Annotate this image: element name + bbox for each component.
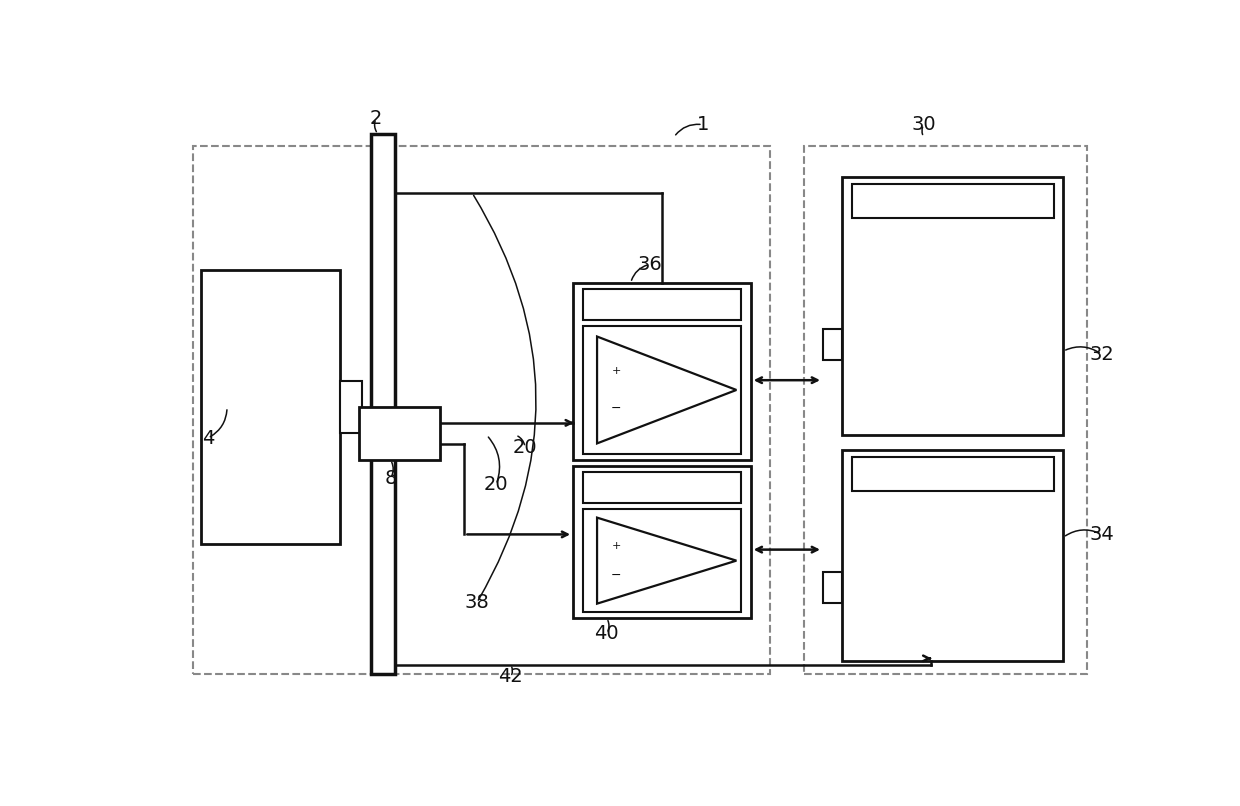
Bar [358,407,440,459]
Bar [341,380,362,434]
Bar [583,472,742,503]
Bar [804,147,1087,674]
Bar [201,271,341,543]
Text: 20: 20 [512,438,537,457]
Bar [583,289,742,320]
Text: 38: 38 [465,593,490,612]
Bar [852,457,1054,491]
Text: 32: 32 [1089,345,1114,364]
Text: 36: 36 [637,255,662,274]
Bar [842,451,1063,662]
Text: 8: 8 [384,469,397,488]
Bar [583,509,742,612]
Text: 20: 20 [484,475,508,494]
Text: 40: 40 [594,624,619,643]
Bar [852,184,1054,218]
Bar [823,330,842,360]
Text: 2: 2 [370,109,382,128]
Bar [573,283,751,459]
Text: 42: 42 [498,667,523,687]
Bar [823,572,842,603]
Bar [583,326,742,454]
Text: 4: 4 [202,429,215,447]
Text: −: − [611,569,621,582]
Text: 1: 1 [697,115,709,134]
Bar [573,466,751,618]
Text: 34: 34 [1089,525,1114,544]
Bar [193,147,770,674]
Text: 30: 30 [911,115,936,134]
Bar [371,134,396,674]
Text: −: − [611,402,621,415]
Bar [842,177,1063,435]
Text: +: + [611,541,621,550]
Text: +: + [611,366,621,376]
